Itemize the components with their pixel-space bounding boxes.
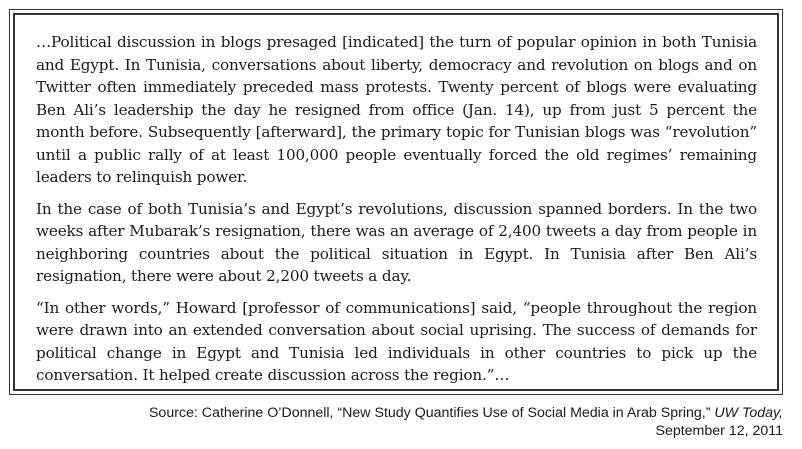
source-citation: Source: Catherine O’Donnell, “New Study … — [23, 404, 783, 440]
source-publication: UW Today, — [714, 405, 783, 421]
source-prefix: Source: Catherine O’Donnell, “New Study … — [148, 405, 711, 421]
excerpt-paragraph-2: In the case of both Tunisia’s and Egypt’… — [36, 199, 757, 286]
source-date: September 12, 2011 — [655, 423, 783, 439]
excerpt-paragraph-3: “In other words,” Howard [professor of c… — [36, 298, 757, 385]
excerpt-frame: …Political discussion in blogs presaged … — [9, 9, 783, 395]
excerpt-paragraph-1: …Political discussion in blogs presaged … — [36, 33, 757, 186]
excerpt-box: …Political discussion in blogs presaged … — [13, 13, 779, 391]
